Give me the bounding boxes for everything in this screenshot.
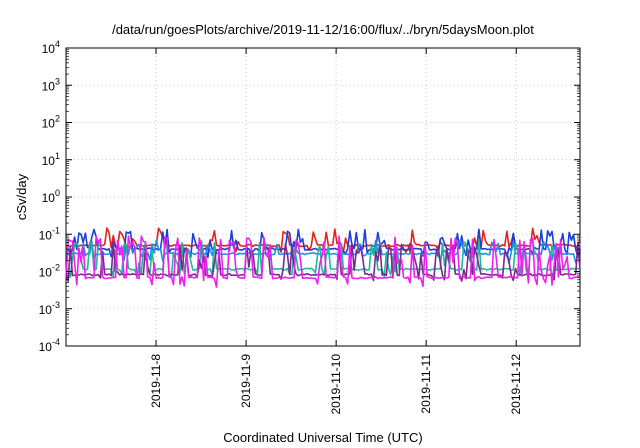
y-tick-label: 101 [42,151,60,168]
series-layer [65,227,581,288]
series-line [65,242,581,282]
x-tick-label: 2019-11-12 [509,354,523,415]
y-tick-label: 103 [42,76,60,93]
y-tick-label: 104 [42,39,60,56]
x-tick-label: 2019-11-11 [419,354,433,414]
y-tick-label: 10-4 [39,337,60,354]
x-axis: 2019-11-8 2019-11-9 2019-11-10 2019-11-11 20… [149,48,523,415]
y-tick-label: 10-1 [39,225,60,242]
y-axis-label: cSv/day [14,173,29,220]
x-tick-label: 2019-11-9 [239,354,253,408]
x-axis-label: Coordinated Universal Time (UTC) [223,430,422,445]
series-line [65,239,581,279]
x-tick-label: 2019-11-10 [329,354,343,415]
y-axis: 10-4 10-3 10-2 10-1 100 101 102 103 104 [39,39,580,354]
x-tick-label: 2019-11-8 [149,354,163,408]
grid [66,48,580,346]
chart-title: /data/run/goesPlots/archive/2019-11-12/1… [112,22,534,37]
y-tick-label: 10-3 [39,300,60,317]
series-line [65,235,581,288]
y-tick-label: 102 [42,114,60,131]
y-tick-label: 100 [42,188,60,205]
y-tick-label: 10-2 [39,263,60,280]
